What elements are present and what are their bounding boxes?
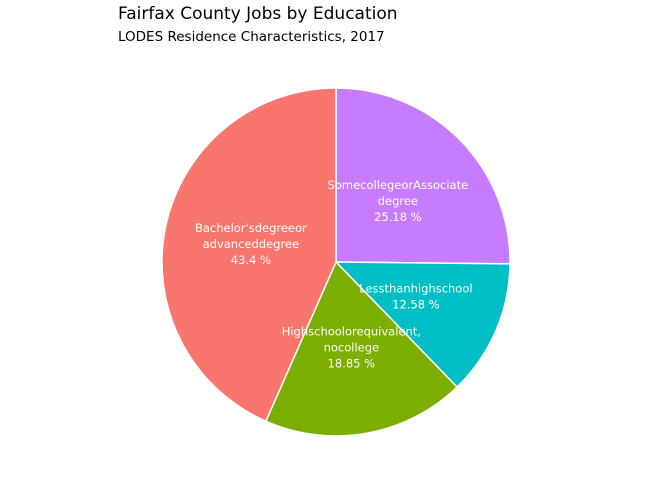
slice-label-line: nocollege bbox=[324, 341, 380, 355]
slice-label-line: advanceddegree bbox=[203, 237, 300, 251]
chart-subtitle: LODES Residence Characteristics, 2017 bbox=[118, 29, 385, 45]
slice-label-line: SomecollegeorAssociate bbox=[328, 178, 469, 192]
slice-label-line: degree bbox=[378, 194, 418, 208]
slice-value-text: 43.4 % bbox=[231, 253, 271, 267]
slice-label-line: Bachelor'sdegreeor bbox=[195, 221, 307, 235]
slice-label-1: Lessthanhighschool 12.58 % bbox=[359, 281, 472, 311]
pie-slice-0 bbox=[335, 87, 511, 265]
slice-value-text: 12.58 % bbox=[392, 297, 440, 311]
slice-label-3: Bachelor'sdegreeor advanceddegree 43.4 % bbox=[195, 221, 307, 267]
pie-slice-3 bbox=[161, 87, 337, 423]
pie-slice-1 bbox=[334, 261, 511, 389]
slice-label-2: Highschoolorequivalent, nocollege 18.85 % bbox=[282, 325, 421, 371]
pie-slice-2 bbox=[264, 260, 459, 437]
slice-label-line: Highschoolorequivalent, bbox=[282, 325, 421, 339]
slice-label-line: Lessthanhighschool bbox=[359, 281, 472, 295]
slice-label-0: SomecollegeorAssociate degree 25.18 % bbox=[328, 178, 469, 224]
slice-value-text: 25.18 % bbox=[374, 210, 422, 224]
chart-title: Fairfax County Jobs by Education bbox=[118, 4, 398, 24]
slice-value-text: 18.85 % bbox=[328, 357, 376, 371]
